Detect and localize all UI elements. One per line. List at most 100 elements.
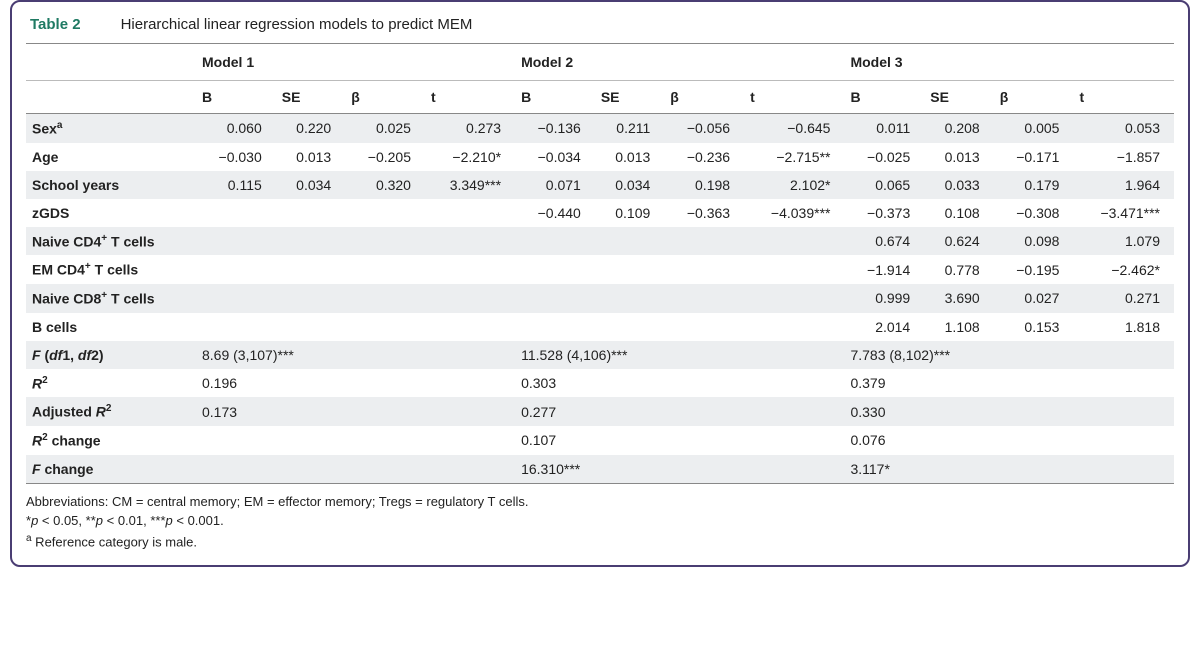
- cell: 0.196: [196, 369, 515, 398]
- cell: 0.277: [515, 397, 844, 426]
- cell: [664, 227, 744, 256]
- table-row: Age−0.0300.013−0.205−2.210*−0.0340.013−0…: [26, 143, 1174, 171]
- cell: [744, 284, 844, 313]
- cell: −2.210*: [425, 143, 515, 171]
- cell: 0.778: [924, 255, 993, 284]
- cell: [345, 284, 425, 313]
- subcol-header: SE: [924, 81, 993, 114]
- model-header: Model 2: [515, 44, 844, 81]
- cell: [196, 313, 276, 341]
- regression-table: Model 1 Model 2 Model 3 B SE β t B SE β …: [26, 43, 1174, 483]
- cell: −0.136: [515, 114, 595, 143]
- cell: [276, 313, 345, 341]
- cell: 0.115: [196, 171, 276, 199]
- cell: [345, 227, 425, 256]
- cell: [196, 284, 276, 313]
- cell: 0.060: [196, 114, 276, 143]
- cell: [595, 313, 664, 341]
- cell: 0.674: [844, 227, 924, 256]
- cell: 0.065: [844, 171, 924, 199]
- table-row: Naive CD4+ T cells0.6740.6240.0981.079: [26, 227, 1174, 256]
- cell: 0.624: [924, 227, 993, 256]
- row-label: Naive CD8+ T cells: [26, 284, 196, 313]
- table-body: Sexa0.0600.2200.0250.273−0.1360.211−0.05…: [26, 114, 1174, 483]
- cell: [196, 199, 276, 227]
- table-caption: Hierarchical linear regression models to…: [121, 16, 473, 33]
- cell: 3.690: [924, 284, 993, 313]
- cell: 0.273: [425, 114, 515, 143]
- cell: [744, 313, 844, 341]
- cell: 0.005: [994, 114, 1074, 143]
- subcol-header: B: [196, 81, 276, 114]
- cell: [595, 227, 664, 256]
- cell: 1.108: [924, 313, 993, 341]
- cell: [425, 199, 515, 227]
- cell: 0.271: [1073, 284, 1174, 313]
- cell: [515, 284, 595, 313]
- table-row: B cells2.0141.1080.1531.818: [26, 313, 1174, 341]
- cell: [425, 227, 515, 256]
- subcol-header: t: [744, 81, 844, 114]
- row-label: F change: [26, 455, 196, 483]
- cell: −3.471***: [1073, 199, 1174, 227]
- cell: 3.349***: [425, 171, 515, 199]
- cell: 0.303: [515, 369, 844, 398]
- cell: −0.025: [844, 143, 924, 171]
- cell: 0.211: [595, 114, 664, 143]
- cell: 0.179: [994, 171, 1074, 199]
- cell: 0.013: [276, 143, 345, 171]
- row-label: zGDS: [26, 199, 196, 227]
- cell: [744, 255, 844, 284]
- cell: [276, 199, 345, 227]
- subcol-header: B: [844, 81, 924, 114]
- cell: 0.198: [664, 171, 744, 199]
- subcol-header: β: [345, 81, 425, 114]
- table-row: F (df1, df2)8.69 (3,107)***11.528 (4,106…: [26, 341, 1174, 369]
- cell: 1.964: [1073, 171, 1174, 199]
- cell: [345, 313, 425, 341]
- cell: [595, 284, 664, 313]
- row-label: Sexa: [26, 114, 196, 143]
- subcol-header: t: [1073, 81, 1174, 114]
- cell: −0.195: [994, 255, 1074, 284]
- row-label: Naive CD4+ T cells: [26, 227, 196, 256]
- cell: [196, 255, 276, 284]
- cell: 0.109: [595, 199, 664, 227]
- cell: 0.027: [994, 284, 1074, 313]
- cell: [196, 426, 515, 455]
- cell: 0.208: [924, 114, 993, 143]
- footnote-line: *p < 0.05, **p < 0.01, ***p < 0.001.: [26, 511, 1174, 531]
- cell: [425, 313, 515, 341]
- cell: −0.056: [664, 114, 744, 143]
- subcol-header: β: [664, 81, 744, 114]
- cell: 0.999: [844, 284, 924, 313]
- cell: [515, 313, 595, 341]
- row-label: Age: [26, 143, 196, 171]
- row-label: F (df1, df2): [26, 341, 196, 369]
- cell: 11.528 (4,106)***: [515, 341, 844, 369]
- subcol-header: SE: [595, 81, 664, 114]
- cell: 0.034: [595, 171, 664, 199]
- subcol-header: B: [515, 81, 595, 114]
- cell: 0.033: [924, 171, 993, 199]
- cell: 8.69 (3,107)***: [196, 341, 515, 369]
- cell: 1.818: [1073, 313, 1174, 341]
- cell: −2.462*: [1073, 255, 1174, 284]
- cell: −0.171: [994, 143, 1074, 171]
- cell: 0.330: [844, 397, 1174, 426]
- footnotes: Abbreviations: CM = central memory; EM =…: [26, 483, 1174, 552]
- cell: [276, 255, 345, 284]
- cell: 0.173: [196, 397, 515, 426]
- cell: [345, 255, 425, 284]
- table-row: School years0.1150.0340.3203.349***0.071…: [26, 171, 1174, 199]
- table-row: Naive CD8+ T cells 0.9993.6900.0270.271: [26, 284, 1174, 313]
- cell: −0.645: [744, 114, 844, 143]
- cell: [276, 227, 345, 256]
- cell: −0.363: [664, 199, 744, 227]
- cell: [196, 227, 276, 256]
- row-label: EM CD4+ T cells: [26, 255, 196, 284]
- cell: 3.117*: [844, 455, 1174, 483]
- cell: [345, 199, 425, 227]
- cell: 0.379: [844, 369, 1174, 398]
- subcol-header: β: [994, 81, 1074, 114]
